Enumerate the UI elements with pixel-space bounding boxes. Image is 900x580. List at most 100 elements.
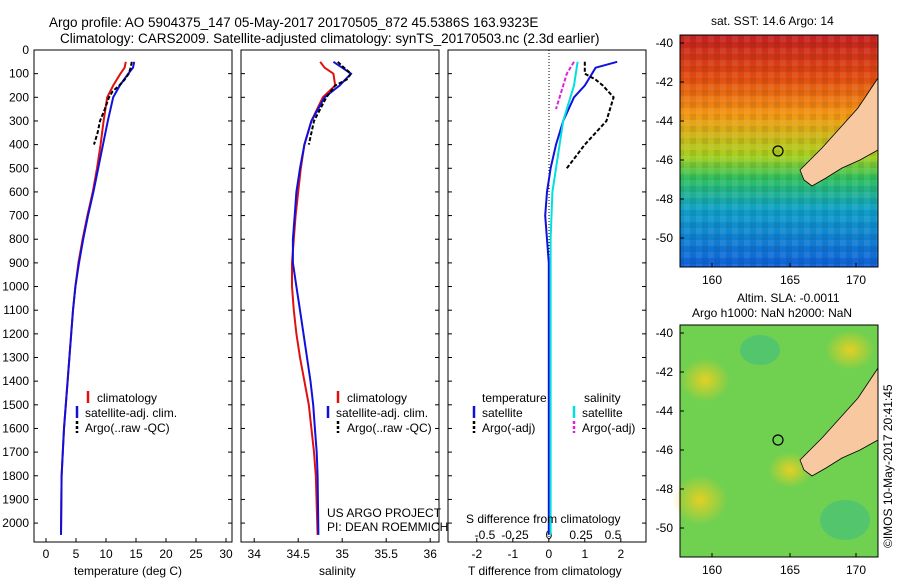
legend-label: Argo(..raw -QC) [347, 421, 432, 435]
series-line-salinity-argo-adj- [555, 61, 575, 110]
series-line-satellite-adj-clim- [291, 60, 353, 535]
sst-map-frame [679, 34, 879, 268]
sst-map-axes: -40 -42 -44 -46 -48 -50 160 165 170 [656, 36, 867, 287]
sla-map-axes: -40 -42 -44 -46 -48 -50 160 165 170 [656, 326, 867, 577]
profile-curves [60, 60, 618, 535]
depth-tick-label: 1200 [2, 327, 29, 341]
legend-label: climatology [347, 391, 407, 405]
s-difference-tick-label: 0.5 [605, 528, 622, 542]
series-line-argo-raw-qc- [93, 61, 133, 145]
x-tick-label: 36 [424, 547, 438, 561]
x-tick-label: 35.5 [375, 547, 399, 561]
sst-map-title: sat. SST: 14.6 Argo: 14 [711, 14, 834, 28]
difference-legend: temperature salinity satellite Argo(-adj… [472, 391, 635, 435]
map-lat-label: -46 [656, 443, 674, 457]
temperature-x-axis: 0 5 10 15 20 25 30 [43, 538, 233, 561]
salinity-x-axis: 34 34.5 35 35.5 36 [248, 538, 438, 561]
map-lon-label: 160 [702, 273, 722, 287]
legend-label: Argo(-adj) [582, 421, 635, 435]
map-lon-label: 160 [702, 563, 722, 577]
figure-title-line2: Climatology: CARS2009. Satellite-adjuste… [60, 31, 600, 46]
x-tick-label: 20 [159, 547, 173, 561]
map-lat-label: -42 [656, 75, 674, 89]
map-lat-label: -40 [656, 36, 674, 50]
sla-anomaly-blob [680, 358, 730, 402]
s-difference-axis: -0.5 -0.25 0 0.25 0.5 [475, 528, 622, 542]
map-lat-label: -42 [656, 365, 674, 379]
depth-tick-label: 1100 [3, 303, 29, 317]
legend-label: Argo(..raw -QC) [85, 421, 170, 435]
map-lon-label: 170 [846, 273, 866, 287]
x-tick-label: 0 [545, 547, 552, 561]
depth-tick-label: 1600 [2, 421, 29, 435]
legend-title-salinity: salinity [584, 391, 621, 405]
sla-anomaly-blob [825, 330, 875, 370]
temperature-panel [33, 49, 233, 543]
depth-tick-label: 700 [9, 209, 29, 223]
temperature-xlabel: temperature (deg C) [74, 564, 182, 578]
legend-label: climatology [97, 391, 157, 405]
map-lat-label: -48 [656, 192, 674, 206]
x-tick-label: 10 [99, 547, 113, 561]
map-lat-label: -46 [656, 153, 674, 167]
x-tick-label: 34 [248, 547, 262, 561]
salinity-panel [240, 49, 440, 543]
depth-tick-label: 600 [9, 185, 29, 199]
x-tick-label: 5 [73, 547, 80, 561]
map-lat-label: -48 [656, 482, 674, 496]
depth-tick-label: 400 [9, 138, 29, 152]
project-credit: US ARGO PROJECT [327, 506, 442, 520]
map-lat-label: -50 [656, 231, 674, 245]
salinity-xlabel: salinity [319, 564, 356, 578]
depth-tick-label: 1400 [2, 374, 29, 388]
difference-panel [447, 49, 647, 543]
legend-label: satellite-adj. clim. [336, 406, 428, 420]
s-difference-tick-label: 0.25 [569, 528, 593, 542]
depth-tick-label: 100 [9, 67, 29, 81]
x-tick-label: 25 [189, 547, 203, 561]
map-lat-label: -44 [656, 404, 674, 418]
x-tick-label: 0 [43, 547, 50, 561]
argo-float-marker [772, 434, 784, 446]
x-tick-label: 34.5 [287, 547, 311, 561]
figure-title-line1: Argo profile: AO 5904375_147 05-May-2017… [49, 15, 538, 30]
x-tick-label: 2 [617, 547, 624, 561]
depth-tick-label: 900 [9, 256, 29, 270]
series-line-temperature-satellite [544, 60, 618, 535]
depth-tick-label: 1500 [2, 398, 29, 412]
depth-tick-label: 1800 [2, 469, 29, 483]
x-tick-label: -2 [471, 547, 482, 561]
sla-anomaly-blob [820, 500, 870, 540]
salinity-legend: climatology satellite-adj. clim. Argo(..… [326, 391, 432, 435]
sst-map [679, 34, 879, 268]
sla-map-frame [679, 324, 879, 558]
depth-tick-label: 1900 [2, 492, 29, 506]
argo-float-marker [772, 145, 784, 157]
s-difference-tick-label: -0.25 [501, 528, 529, 542]
series-line-temperature-argo-adj- [566, 61, 615, 169]
sla-map-title-line1: Altim. SLA: -0.0011 [737, 291, 840, 305]
depth-tick-label: 2000 [2, 516, 29, 530]
map-lon-label: 170 [846, 563, 866, 577]
sla-anomaly-blob [672, 475, 728, 525]
series-line-argo-raw-qc- [307, 61, 353, 145]
depth-tick-label: 200 [9, 90, 29, 104]
pi-credit: PI: DEAN ROEMMICH [327, 520, 448, 534]
x-tick-label: 15 [129, 547, 143, 561]
s-difference-tick-label: 0 [546, 528, 553, 542]
imos-watermark: ©IMOS 10-May-2017 20:41:45 [881, 384, 895, 548]
map-lon-label: 165 [780, 563, 800, 577]
depth-tick-label: 1700 [2, 445, 29, 459]
depth-tick-label: 500 [9, 161, 29, 175]
depth-tick-label: 1000 [2, 280, 29, 294]
depth-axis: 0 100 200 300 400 500 600 700 800 900 1000 1100 1200… [2, 43, 646, 530]
x-tick-label: 30 [219, 547, 233, 561]
x-tick-label: 35 [336, 547, 350, 561]
difference-top-xlabel: S difference from climatology [466, 512, 621, 526]
depth-tick-label: 1300 [2, 351, 29, 365]
sla-map [672, 324, 879, 558]
map-lat-label: -44 [656, 114, 674, 128]
legend-label: Argo(-adj) [482, 421, 535, 435]
sla-anomaly-blob [740, 335, 780, 365]
